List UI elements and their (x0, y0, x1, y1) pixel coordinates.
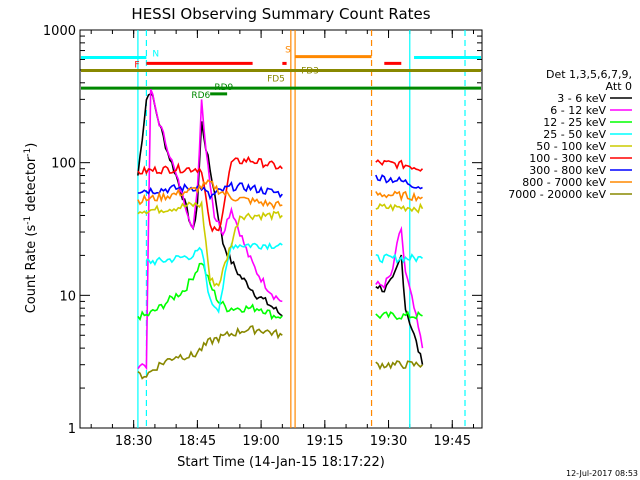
y-axis-label: Count Rate (s-1 detector-1) (23, 143, 39, 314)
series-line (375, 360, 424, 371)
y-axis-label-main: Count Rate (s (24, 225, 39, 314)
x-tick-label: 18:30 (115, 434, 152, 449)
series-line (137, 325, 283, 380)
legend-label: 12 - 25 keV (543, 116, 606, 129)
legend-label: 3 - 6 keV (557, 92, 606, 105)
series-line (375, 225, 424, 349)
flag-label: F (134, 60, 139, 70)
flag-label: N (152, 50, 159, 60)
y-axis-label-sup1: -1 (23, 216, 33, 225)
y-axis-label-sup2: -1 (23, 148, 33, 157)
series-line (375, 202, 424, 214)
y-tick-label: 1 (68, 422, 76, 437)
x-tick-label: 19:00 (242, 434, 279, 449)
plot-area: 1 10 100 1000 18:30 18:45 19:00 19:15 19:30 19:45… (43, 24, 483, 449)
legend-label: 25 - 50 keV (543, 128, 606, 141)
series-line (375, 253, 424, 264)
flag-label: FD3 (301, 67, 319, 77)
series-line (375, 310, 423, 321)
date-stamp: 12-Jul-2017 08:53 (566, 469, 638, 478)
y-tick-label: 100 (51, 157, 76, 172)
series-line (375, 174, 423, 190)
flag-label: FD5 (267, 75, 285, 85)
legend-label: 7000 - 20000 keV (508, 188, 606, 201)
legend-header: Det 1,3,5,6,7,9, (546, 68, 632, 81)
series-line (137, 179, 283, 210)
flag-label: S (285, 46, 291, 56)
series-line (137, 180, 283, 201)
x-tick-label: 19:15 (306, 434, 343, 449)
legend-label: 100 - 300 keV (529, 152, 606, 165)
series-line (137, 155, 283, 233)
series-line (375, 159, 424, 172)
chart-title: HESSI Observing Summary Count Rates (131, 5, 430, 23)
series-line (146, 241, 283, 315)
y-tick-label: 1000 (43, 24, 76, 39)
series-line (137, 88, 283, 371)
series-line (137, 262, 283, 322)
x-axis-label: Start Time (14-Jan-15 18:17:22) (177, 455, 385, 470)
legend-label: 300 - 800 keV (529, 164, 606, 177)
legend-label: 50 - 100 keV (536, 140, 606, 153)
legend-label: 800 - 7000 keV (522, 176, 606, 189)
y-axis-label-mid: detector (24, 156, 39, 216)
x-tick-label: 18:45 (179, 434, 216, 449)
x-tick-label: 19:45 (434, 434, 471, 449)
series-line (137, 199, 283, 288)
y-tick-label: 10 (59, 289, 76, 304)
plot-frame (79, 29, 483, 429)
legend-header: Att 0 (606, 80, 632, 93)
series-line (375, 190, 423, 203)
legend-label: 6 - 12 keV (550, 104, 606, 117)
flag-label: RD6 (191, 91, 210, 101)
x-tick-label: 19:30 (370, 434, 407, 449)
y-axis-label-end: ) (24, 143, 39, 148)
